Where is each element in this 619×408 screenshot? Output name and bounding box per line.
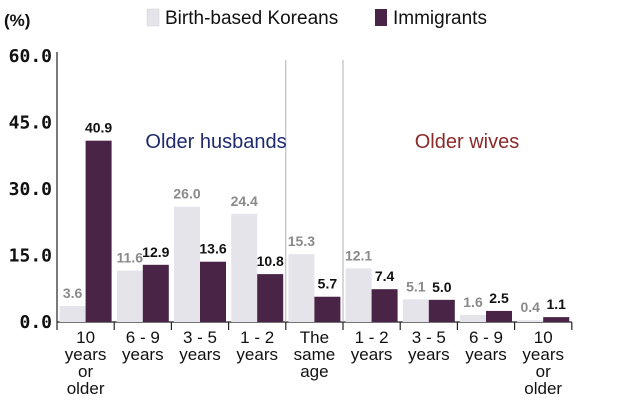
x-category-label: years: [522, 345, 564, 364]
bar-immigrants: [200, 261, 226, 322]
x-category-label: The: [300, 328, 329, 347]
bar-birth-based-koreans: [517, 320, 544, 322]
data-label: 3.6: [63, 285, 83, 301]
x-category-label: years: [65, 345, 107, 364]
legend-swatch-birth-based-koreans: [146, 8, 160, 27]
data-label: 5.7: [318, 276, 338, 292]
y-tick-label: 0.0: [19, 312, 52, 333]
bar-immigrants: [486, 310, 512, 322]
data-label: 40.9: [85, 120, 112, 136]
y-axis-unit: (%): [4, 11, 30, 30]
data-label: 5.1: [406, 278, 426, 294]
x-category-label: 1 - 2: [240, 328, 274, 347]
x-category-label: or: [78, 362, 93, 381]
bar-immigrants: [428, 299, 455, 322]
x-category-label: years: [408, 345, 450, 364]
annotation-older-wives: Older wives: [415, 131, 519, 153]
x-category-label: 3 - 5: [412, 328, 446, 347]
data-label: 12.9: [142, 244, 169, 260]
x-category-label: age: [300, 362, 328, 381]
data-label: 1.6: [463, 294, 483, 310]
x-category-label: years: [465, 345, 507, 364]
data-label: 13.6: [199, 241, 226, 257]
annotation-older-husbands: Older husbands: [145, 131, 286, 153]
bar-birth-based-koreans: [59, 306, 86, 322]
bar-birth-based-koreans: [402, 299, 429, 322]
y-tick-label: 45.0: [9, 113, 52, 134]
data-label: 12.1: [345, 247, 372, 263]
y-tick-label: 15.0: [9, 246, 52, 267]
bar-birth-based-koreans: [174, 206, 200, 322]
data-label: 24.4: [231, 193, 258, 209]
bar-immigrants: [142, 264, 169, 322]
legend-label-immigrants: Immigrants: [393, 8, 487, 29]
x-category-label: or: [536, 362, 551, 381]
data-label: 15.3: [288, 233, 315, 249]
x-category-label: 10: [534, 328, 553, 347]
bar-immigrants: [543, 317, 570, 322]
x-category-label: older: [67, 379, 105, 398]
data-label: 26.0: [173, 186, 200, 202]
y-tick-label: 60.0: [9, 46, 52, 67]
bar-birth-based-koreans: [460, 314, 486, 322]
data-label: 2.5: [489, 290, 509, 306]
bar-immigrants: [371, 289, 398, 322]
bar-birth-based-koreans: [288, 254, 315, 322]
x-category-label: years: [351, 345, 393, 364]
x-category-label: 3 - 5: [183, 328, 217, 347]
data-label: 0.4: [520, 299, 540, 315]
x-category-label: 6 - 9: [126, 328, 160, 347]
data-label: 10.8: [257, 253, 284, 269]
bar-immigrants: [314, 296, 341, 322]
bar-immigrants: [85, 140, 112, 322]
bar-birth-based-koreans: [231, 213, 258, 322]
x-category-label: same: [294, 345, 336, 364]
y-tick-label: 30.0: [9, 179, 52, 200]
x-category-label: years: [179, 345, 221, 364]
x-category-label: 1 - 2: [355, 328, 389, 347]
x-category-label: 6 - 9: [469, 328, 503, 347]
data-label: 7.4: [375, 268, 395, 284]
legend-label-birth-based-koreans: Birth-based Koreans: [165, 8, 338, 29]
data-label: 11.6: [117, 250, 144, 266]
x-category-label: years: [122, 345, 164, 364]
bar-birth-based-koreans: [116, 270, 143, 322]
data-label: 1.1: [546, 296, 566, 312]
x-category-label: 10: [76, 328, 95, 347]
x-category-label: older: [524, 379, 562, 398]
legend-swatch-immigrants: [375, 9, 387, 26]
x-category-label: years: [236, 345, 278, 364]
bar-birth-based-koreans: [345, 268, 372, 322]
data-label: 5.0: [432, 279, 452, 295]
bar-immigrants: [257, 274, 284, 322]
